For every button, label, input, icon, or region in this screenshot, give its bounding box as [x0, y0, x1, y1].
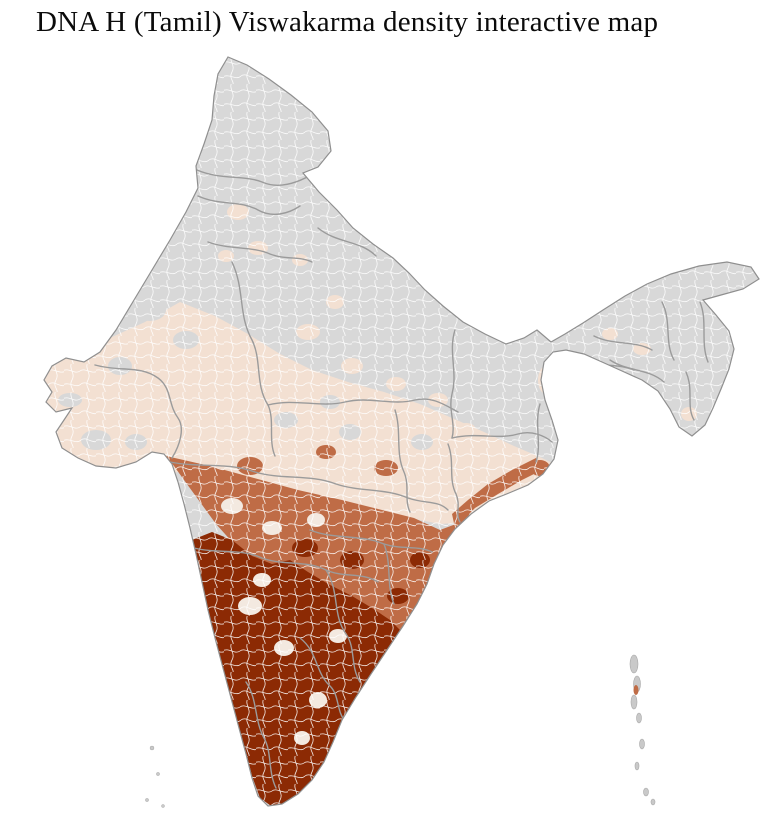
india-outline — [43, 56, 760, 807]
lakshadweep-islands[interactable] — [145, 745, 165, 808]
state-borders — [94, 169, 709, 789]
andaman-islands[interactable] — [629, 654, 656, 806]
page-title: DNA H (Tamil) Viswakarma density interac… — [36, 6, 659, 38]
andaman-island-accent[interactable] — [633, 685, 639, 695]
district-borders-mesh — [44, 57, 759, 806]
